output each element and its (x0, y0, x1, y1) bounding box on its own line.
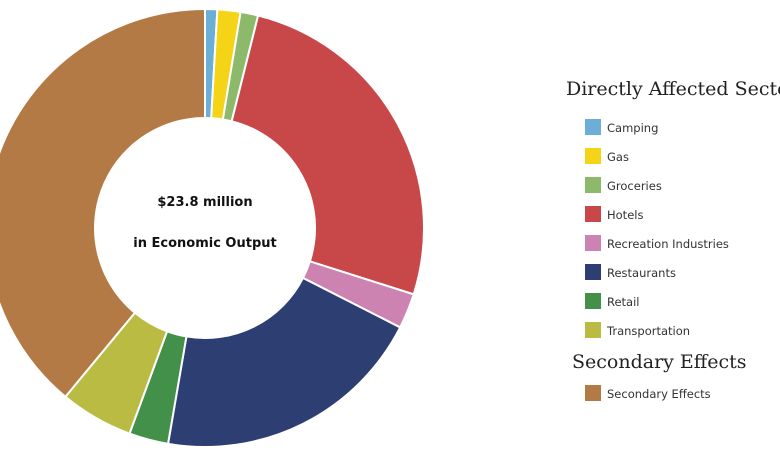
legend-item-restaurants[interactable]: Restaurants (585, 264, 729, 293)
legend-swatch (585, 148, 601, 164)
legend-label: Gas (607, 150, 629, 164)
legend-item-gas[interactable]: Gas (585, 148, 729, 177)
legend-swatch (585, 264, 601, 280)
legend-swatch (585, 177, 601, 193)
legend-label: Retail (607, 295, 640, 309)
legend-swatch (585, 235, 601, 251)
legend-label: Transportation (607, 324, 691, 338)
legend-swatch (585, 385, 601, 401)
legend-item-hotels[interactable]: Hotels (585, 206, 729, 235)
legend-title-directly-affected: Directly Affected Sectors (566, 78, 780, 100)
slice-hotels[interactable] (230, 14, 425, 296)
slice-secondary-effects[interactable] (0, 7, 206, 399)
legend-swatch (585, 322, 601, 338)
legend-swatch (585, 119, 601, 135)
legend-label: Secondary Effects (607, 387, 711, 401)
center-caption: in Economic Output (133, 236, 277, 251)
legend-swatch (585, 206, 601, 222)
slice-restaurants[interactable] (166, 276, 402, 448)
legend-item-recreation-industries[interactable]: Recreation Industries (585, 235, 729, 264)
legend-item-groceries[interactable]: Groceries (585, 177, 729, 206)
center-total-value: $23.8 million (157, 195, 253, 210)
legend-list-secondary-effects: Secondary Effects (585, 385, 711, 414)
legend-title-secondary-effects: Secondary Effects (572, 351, 747, 373)
legend-item-transportation[interactable]: Transportation (585, 322, 729, 351)
legend-item-camping[interactable]: Camping (585, 119, 729, 148)
donut-slices (0, 7, 425, 448)
legend-list-directly-affected: Camping Gas Groceries Hotels Recreation Indu… (585, 119, 729, 351)
legend-item-secondary-effects[interactable]: Secondary Effects (585, 385, 711, 414)
legend-label: Recreation Industries (607, 237, 729, 251)
legend-swatch (585, 293, 601, 309)
legend-label: Groceries (607, 179, 662, 193)
legend-label: Camping (607, 121, 659, 135)
legend-item-retail[interactable]: Retail (585, 293, 729, 322)
legend-label: Restaurants (607, 266, 676, 280)
legend-label: Hotels (607, 208, 644, 222)
